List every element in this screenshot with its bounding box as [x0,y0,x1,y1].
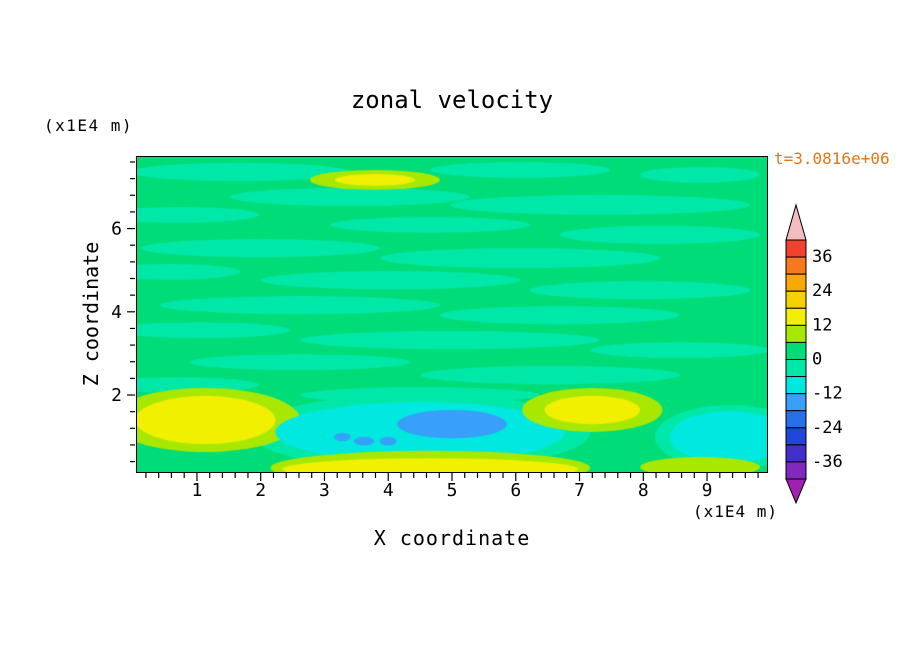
colorbar-label: 0 [812,350,822,370]
colorbar-band [785,410,807,429]
z-tick-label: 6 [111,219,122,240]
colorbar-band [785,256,807,275]
x-tick-label: 2 [255,480,266,501]
x-tick-label: 6 [510,480,521,501]
colorbar-band [785,393,807,412]
z-tick-label: 4 [111,302,122,323]
colorbar-band [785,307,807,326]
colorbar-band [785,376,807,395]
colorbar-label: -24 [812,418,843,438]
x-tick-label: 3 [319,480,330,501]
colorbar-label: 12 [812,315,832,335]
colorbar-band [785,290,807,309]
colorbar-bottom-arrow [785,478,807,505]
x-axis-unit-label: (x1E4 m) [692,502,778,521]
colorbar-label: 24 [812,281,832,301]
colorbar-band [785,324,807,343]
chart-title: zonal velocity [350,86,554,114]
x-tick-label: 4 [383,480,394,501]
colorbar-band [785,341,807,360]
colorbar-label: -36 [812,452,843,472]
colorbar-band [785,427,807,446]
x-axis-title: X coordinate [373,526,531,550]
colorbar-label: -12 [812,384,843,404]
colorbar-band [785,239,807,258]
colorbar-label: 36 [812,247,832,267]
colorbar: 36 24 12 0 -12 -24 -36 [785,203,843,505]
x-tick-label: 7 [574,480,585,501]
z-axis-unit-label: (x1E4 m) [44,116,134,135]
x-tick-label: 9 [702,480,713,501]
colorbar-band [785,461,807,480]
colorbar-band [785,359,807,378]
x-tick-label: 8 [638,480,649,501]
timestamp: t=3.0816e+06 [774,149,890,168]
colorbar-top-arrow [785,203,807,241]
contour-field-canvas [137,157,767,472]
x-tick-label: 5 [447,480,458,501]
plot-frame [136,156,768,473]
z-axis-title: Z coordinate [79,241,103,387]
z-tick-label: 2 [111,385,122,406]
colorbar-band [785,273,807,292]
z-axis-ticks: 2 4 6 [111,161,135,463]
x-axis-ticks: 1 2 3 4 5 6 7 8 9 [145,473,759,501]
colorbar-band [785,444,807,463]
x-tick-label: 1 [192,480,203,501]
